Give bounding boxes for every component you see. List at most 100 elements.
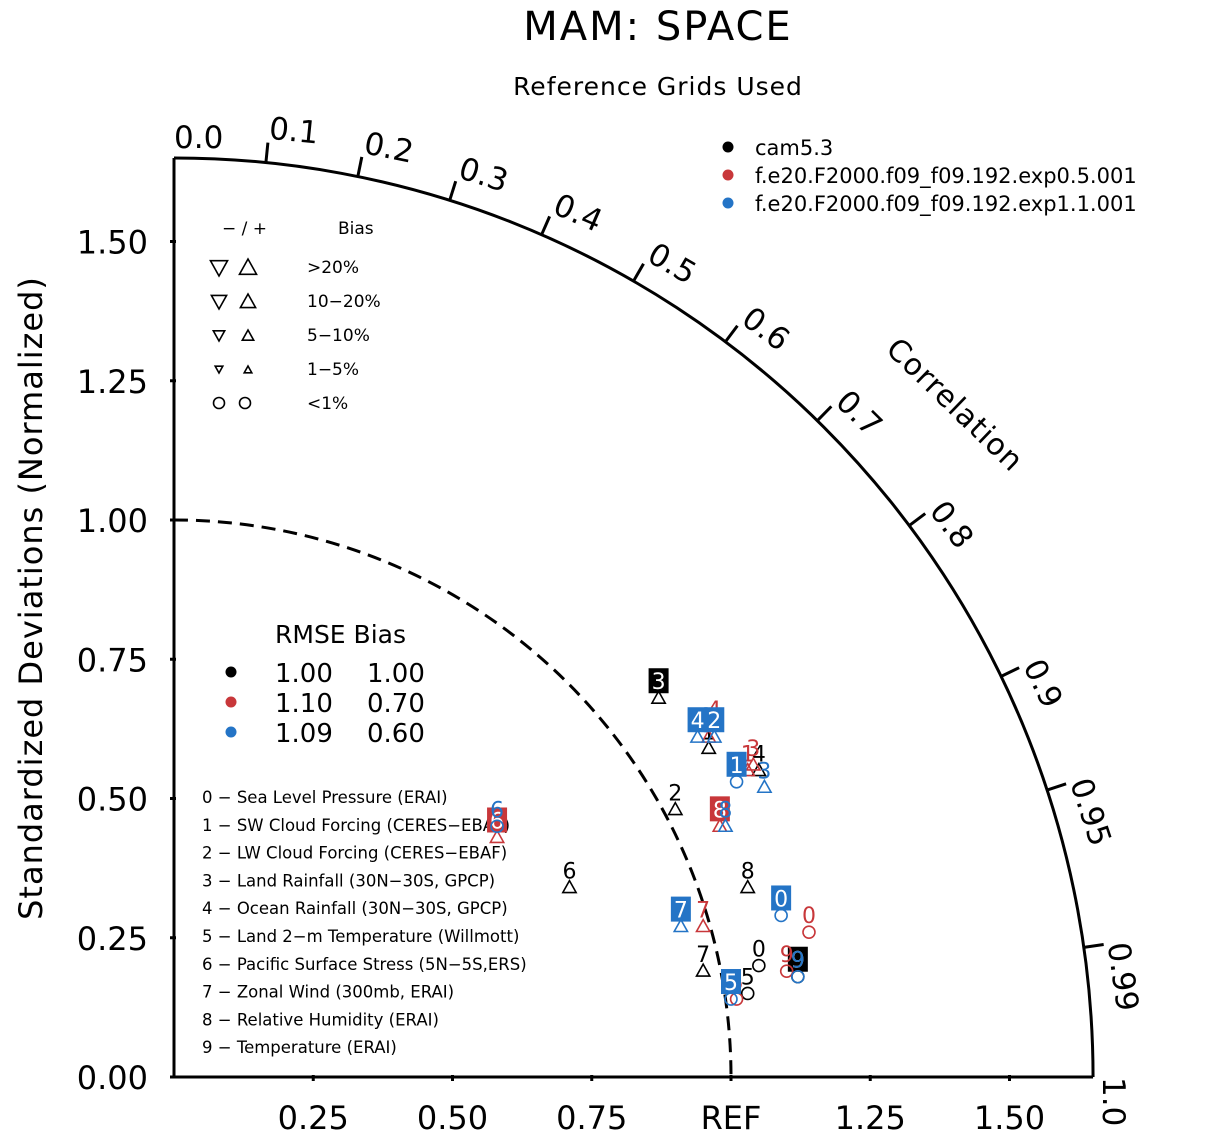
- data-point-label-box: [771, 885, 792, 911]
- bias-key-label: >20%: [307, 258, 359, 278]
- y-tick-label: 0.75: [77, 641, 148, 679]
- variable-entry: 2 − LW Cloud Forcing (CERES−EBAF): [202, 844, 507, 863]
- correlation-tick-mark: [1046, 782, 1067, 792]
- correlation-tick-label: 0.0: [174, 120, 223, 156]
- variable-entry: 0 − Sea Level Pressure (ERAI): [202, 788, 448, 807]
- chart-title: MAM: SPACE: [523, 4, 792, 50]
- bias-key-triangle-down: [209, 259, 229, 278]
- correlation-tick-label: 0.99: [1100, 940, 1145, 1013]
- correlation-tick-label: 0.3: [455, 151, 513, 200]
- data-point-label: 6: [562, 860, 576, 885]
- legend-entry: f.e20.F2000.f09_f09.192.exp1.1.001: [755, 192, 1137, 217]
- variable-entry: 9 − Temperature (ERAI): [202, 1038, 397, 1057]
- data-point-label-box: [704, 707, 725, 733]
- correlation-tick-mark: [264, 142, 270, 163]
- data-point-label: 8: [718, 798, 732, 823]
- variable-entry: 3 − Land Rainfall (30N−30S, GPCP): [202, 871, 495, 890]
- bias-key-label: 1−5%: [307, 360, 359, 380]
- data-point-marker: [489, 828, 506, 844]
- outer-arc: [173, 156, 1095, 1078]
- bias-key-triangle-up: [242, 364, 254, 374]
- correlation-tick-mark: [540, 215, 551, 236]
- correlation-axis-label: Correlation: [879, 331, 1030, 479]
- bias-key-label: 5−10%: [307, 326, 370, 346]
- bias-key-header-bias: Bias: [338, 219, 374, 239]
- correlation-tick-label: 0.2: [361, 126, 417, 171]
- data-point-marker: [667, 801, 684, 816]
- legend: cam5.3 f.e20.F2000.f09_f09.192.exp0.5.001…: [722, 136, 1137, 217]
- data-point-label: 5: [724, 971, 738, 996]
- data-point-marker: [490, 819, 504, 834]
- legend-marker: [722, 141, 734, 153]
- data-point-marker: [717, 817, 734, 833]
- variable-entry: 6 − Pacific Surface Stress (5N−5S,ERS): [202, 955, 527, 974]
- data-point-label: 0: [802, 904, 816, 929]
- data-point-label: 9: [791, 949, 805, 974]
- data-point-label-box: [709, 796, 730, 822]
- axes: 0.000.250.500.751.001.251.500.25 0.50 0.75…: [77, 111, 1145, 1135]
- correlation-tick-label: 0.6: [735, 300, 796, 358]
- data-points: 012345678901234567890123456789: [487, 668, 816, 1006]
- correlation-tick-mark: [1083, 943, 1104, 949]
- x-tick-label: 0.50: [417, 1099, 488, 1135]
- data-point-marker: [689, 728, 706, 743]
- data-point-label: 3: [652, 670, 666, 695]
- bias-value: 0.70: [367, 689, 425, 719]
- bias-key-circle-pos: [238, 396, 252, 410]
- y-tick-label: 1.00: [77, 502, 148, 540]
- data-point-label-box: [670, 896, 691, 922]
- data-point-label: 0: [752, 938, 766, 963]
- data-point-label: 9: [780, 943, 794, 968]
- data-point-label: 9: [791, 949, 805, 974]
- data-point-label-box: [721, 969, 741, 995]
- correlation-tick-mark: [908, 512, 927, 527]
- bias-key-label: 10−20%: [307, 292, 381, 312]
- correlation-tick-mark: [816, 405, 833, 422]
- y-axis-label: Standardized Deviations (Normalized): [12, 276, 50, 920]
- x-tick-label: 1.50: [974, 1099, 1045, 1135]
- bias-value: 0.60: [367, 719, 425, 749]
- x-tick-label: 1.25: [835, 1099, 906, 1135]
- correlation-tick-label: 0.4: [548, 187, 608, 240]
- y-tick-label: 0.50: [77, 781, 148, 819]
- variable-entry: 4 − Ocean Rainfall (30N−30S, GPCP): [202, 899, 508, 918]
- bias-key-triangle-up: [238, 257, 258, 276]
- data-point-label: 5: [741, 965, 755, 990]
- bias-key-label: <1%: [307, 394, 348, 414]
- data-point-label: 8: [741, 860, 755, 885]
- data-point-marker: [706, 728, 723, 743]
- rmse-value: 1.00: [275, 659, 333, 689]
- variable-list: 0 − Sea Level Pressure (ERAI) 1 − SW Clou…: [202, 788, 527, 1057]
- data-point-label: 2: [668, 782, 682, 807]
- bias-key-header-sign: − / +: [222, 219, 267, 239]
- y-tick-label: 0.00: [77, 1059, 148, 1097]
- data-point-label: 8: [713, 798, 727, 823]
- variable-entry: 5 − Land 2−m Temperature (Willmott): [202, 927, 519, 946]
- data-point-label: 6: [490, 809, 504, 834]
- data-point-label-box: [787, 946, 808, 972]
- correlation-tick-label: 0.5: [642, 236, 703, 292]
- data-point-marker: [745, 756, 762, 771]
- bias-key-triangle-up: [239, 292, 257, 309]
- data-point-marker: [672, 917, 689, 933]
- rmse-marker: [225, 696, 237, 708]
- rmse-header: RMSE Bias: [275, 620, 406, 649]
- data-point-label: 0: [774, 887, 788, 912]
- correlation-tick-label: 1.0: [1095, 1077, 1131, 1126]
- data-point-label: 1: [730, 754, 744, 779]
- data-point-marker: [650, 689, 667, 704]
- correlation-tick-mark: [448, 180, 458, 201]
- reference-arc: [173, 518, 733, 1078]
- correlation-tick-mark: [1000, 666, 1020, 678]
- x-tick-label: 0.75: [556, 1099, 627, 1135]
- bias-key-circle-neg: [212, 396, 226, 410]
- data-point-label: 7: [696, 943, 710, 968]
- rmse-marker: [225, 726, 237, 738]
- data-point-marker: [695, 962, 712, 977]
- bias-key-triangle-down: [211, 329, 227, 343]
- data-point-marker: [756, 778, 773, 794]
- legend-marker: [722, 169, 734, 181]
- correlation-tick-label: 0.7: [829, 384, 889, 444]
- correlation-tick-mark: [356, 156, 364, 177]
